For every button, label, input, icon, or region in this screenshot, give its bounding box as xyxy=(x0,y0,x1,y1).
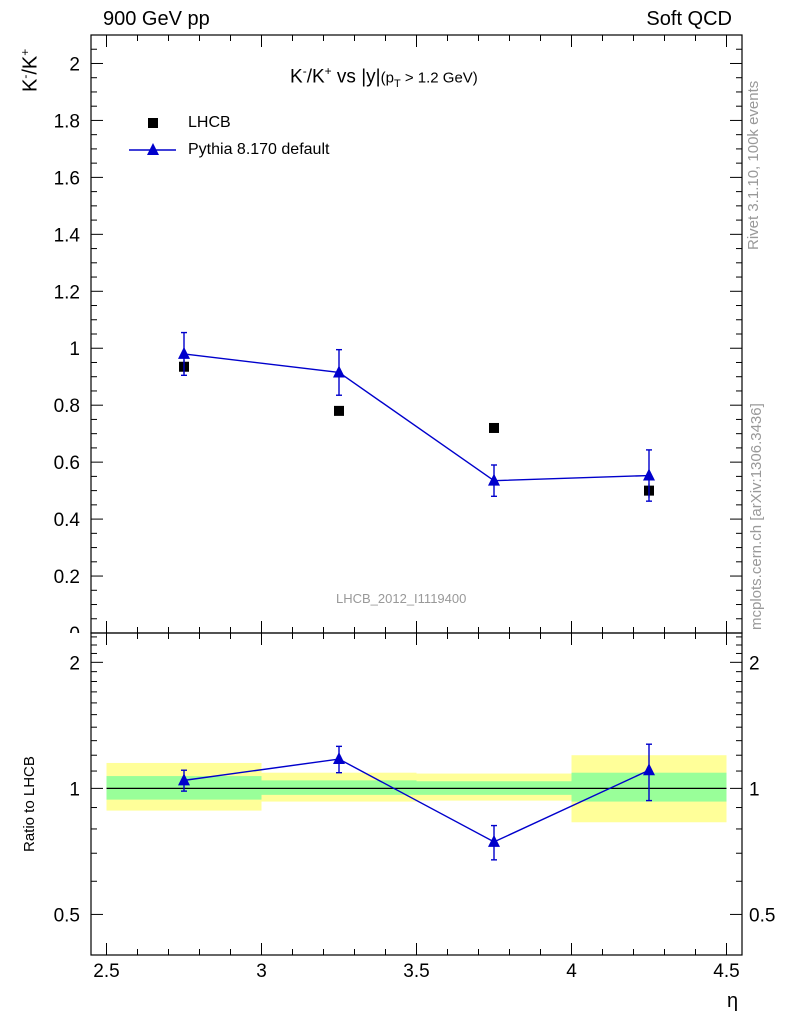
legend-marker-mc xyxy=(147,143,159,155)
mc-point-2 xyxy=(488,473,500,486)
legend-entry-data: LHCB xyxy=(188,114,231,131)
ratio-mc-point-0 xyxy=(178,773,190,786)
y-tick-label-2: 0.6 xyxy=(54,453,80,474)
ratio-y-tick-label-left-1: 1 xyxy=(69,779,80,800)
mc-point-1 xyxy=(333,365,345,378)
y-axis-label-main: K-/K+ xyxy=(18,48,42,92)
y-tick-label-zero: 0 xyxy=(69,624,80,645)
y-axis-label-ratio: Ratio to LHCB xyxy=(21,756,38,852)
energy-label: 900 GeV pp xyxy=(103,8,210,30)
mc-line xyxy=(183,353,650,482)
y-tick-label-1: 0.4 xyxy=(54,510,81,531)
ratio-mc-point-1 xyxy=(333,752,345,765)
ratio-y-tick-label-left-0: 0.5 xyxy=(54,905,80,926)
x-tick-label-3: 4 xyxy=(566,961,577,982)
source-label: mcplots.cern.ch [arXiv:1306.3436] xyxy=(748,403,765,630)
mc-point-0 xyxy=(178,346,190,359)
chart-title: K-/K+ vs |y|(pT > 1.2 GeV) xyxy=(290,64,478,91)
y-tick-label-0: 0.2 xyxy=(54,567,80,588)
ratio-mc-point-2 xyxy=(488,834,500,847)
ratio-y-tick-label-right-2: 2 xyxy=(749,653,760,674)
process-label: Soft QCD xyxy=(646,8,732,30)
ratio-mc-point-3 xyxy=(643,763,655,776)
x-tick-label-1: 3 xyxy=(256,961,267,982)
ratio-y-tick-label-right-1: 1 xyxy=(749,779,760,800)
y-tick-label-8: 1.8 xyxy=(54,111,80,132)
data-point-2 xyxy=(489,422,499,433)
ratio-y-tick-label-right-0: 0.5 xyxy=(749,905,775,926)
legend-marker-data xyxy=(148,118,158,128)
x-axis-label: η xyxy=(727,990,739,1012)
analysis-label: LHCB_2012_I1119400 xyxy=(336,591,467,606)
data-point-1 xyxy=(334,405,344,416)
mc-point-3 xyxy=(643,468,655,481)
x-tick-label-0: 2.5 xyxy=(93,961,119,982)
x-tick-label-2: 3.5 xyxy=(403,961,429,982)
y-tick-label-4: 1 xyxy=(69,339,80,360)
legend-entry-mc: Pythia 8.170 default xyxy=(188,141,330,158)
x-tick-label-4: 4.5 xyxy=(713,961,739,982)
rivet-version-label: Rivet 3.1.10, 100k events xyxy=(745,80,762,250)
y-tick-label-6: 1.4 xyxy=(54,225,81,246)
ratio-y-tick-label-left-2: 2 xyxy=(69,653,80,674)
y-tick-label-5: 1.2 xyxy=(54,282,80,303)
y-tick-label-3: 0.8 xyxy=(54,396,80,417)
y-tick-label-9: 2 xyxy=(69,54,80,75)
ratio-band-inner-1 xyxy=(261,780,417,795)
ratio-mc-line xyxy=(183,758,650,843)
y-tick-label-7: 1.6 xyxy=(54,168,80,189)
